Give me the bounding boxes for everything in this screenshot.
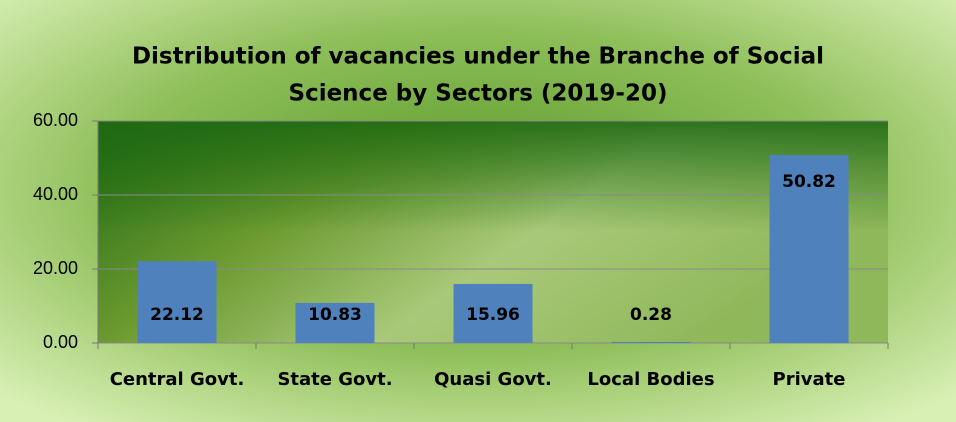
x-tick-label: Local Bodies bbox=[587, 369, 714, 390]
value-label: 50.82 bbox=[782, 172, 836, 192]
y-tick-label: 0.00 bbox=[43, 332, 78, 352]
bar bbox=[769, 154, 849, 343]
bar bbox=[137, 261, 217, 343]
value-label: 22.12 bbox=[150, 305, 204, 325]
chart-title: Science by Sectors (2019-20) bbox=[289, 81, 668, 107]
y-tick-label: 40.00 bbox=[33, 184, 78, 204]
x-tick-label: State Govt. bbox=[277, 369, 392, 390]
value-label: 15.96 bbox=[466, 305, 520, 325]
bar bbox=[295, 302, 375, 343]
x-tick-label: Central Govt. bbox=[110, 369, 245, 390]
bar bbox=[453, 283, 533, 343]
bar bbox=[611, 341, 691, 343]
chart-title: Distribution of vacancies under the Bran… bbox=[132, 44, 824, 70]
x-tick-label: Private bbox=[773, 369, 846, 390]
x-tick-label: Quasi Govt. bbox=[434, 369, 552, 390]
value-label: 0.28 bbox=[630, 305, 672, 325]
y-tick-label: 60.00 bbox=[33, 110, 78, 130]
y-tick-label: 20.00 bbox=[33, 258, 78, 278]
value-label: 10.83 bbox=[308, 305, 362, 325]
